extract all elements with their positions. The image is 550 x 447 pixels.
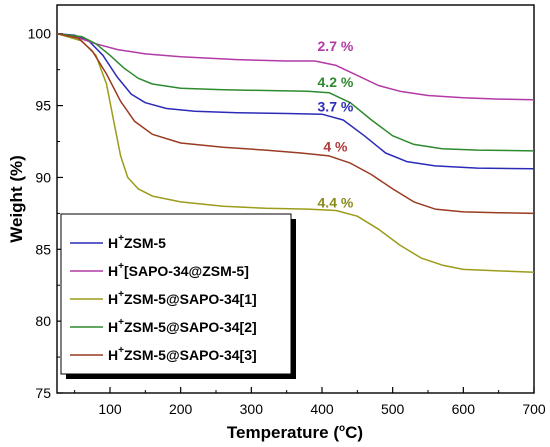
- annotation-3: 3.7 %: [318, 98, 354, 114]
- series-lines: [56, 32, 535, 274]
- series-line-2: [56, 32, 535, 101]
- legend-label-3: H+ZSM-5@SAPO-34[1]: [108, 289, 257, 307]
- y-tick-label: 85: [35, 241, 51, 257]
- loss-annotations: 2.7 % 4.2 % 3.7 % 4 % 4.4 %: [318, 38, 354, 211]
- x-tick-label: 600: [452, 401, 476, 417]
- y-tick-label: 100: [28, 26, 52, 42]
- x-axis-title-main: Temperature (: [227, 423, 339, 442]
- legend-label-1: H+ZSM-5: [108, 233, 166, 251]
- x-tick-label: 500: [381, 401, 405, 417]
- x-tick-label: 400: [310, 401, 334, 417]
- y-tick-label: 75: [35, 385, 51, 401]
- y-tick-label: 95: [35, 98, 51, 114]
- series-line-5: [56, 32, 535, 215]
- legend-label-5: H+ZSM-5@SAPO-34[3]: [108, 345, 257, 363]
- plot-frame: [56, 4, 535, 394]
- series-line-3: [56, 32, 535, 274]
- y-tick-label: 80: [35, 313, 51, 329]
- x-tick-label: 300: [240, 401, 264, 417]
- annotation-1: 2.7 %: [318, 38, 354, 54]
- series-line-4: [56, 32, 535, 152]
- legend-box: [60, 213, 292, 375]
- y-axis-ticks: 75 80 85 90 95 100: [28, 26, 63, 401]
- x-axis-ticks: 100 200 300 400 500 600 700: [74, 387, 546, 417]
- x-axis-title-degree: o: [339, 423, 345, 434]
- x-axis-title: Temperature (oC): [227, 423, 363, 442]
- y-axis-title: Weight (%): [7, 155, 26, 243]
- x-tick-label: 100: [98, 401, 122, 417]
- x-tick-label: 700: [522, 401, 546, 417]
- annotation-2: 4.2 %: [318, 74, 354, 90]
- y-tick-label: 90: [35, 169, 51, 185]
- x-axis-title-unit: C): [345, 423, 363, 442]
- x-tick-label: 200: [169, 401, 193, 417]
- legend-label-4: H+ZSM-5@SAPO-34[2]: [108, 317, 257, 335]
- annotation-5: 4.4 %: [318, 195, 354, 211]
- legend-label-2: H+[SAPO-34@ZSM-5]: [108, 261, 249, 279]
- series-line-1: [56, 32, 535, 170]
- annotation-4: 4 %: [323, 139, 348, 155]
- legend: H+ZSM-5 H+[SAPO-34@ZSM-5] H+ZSM-5@SAPO-34[…: [70, 233, 257, 363]
